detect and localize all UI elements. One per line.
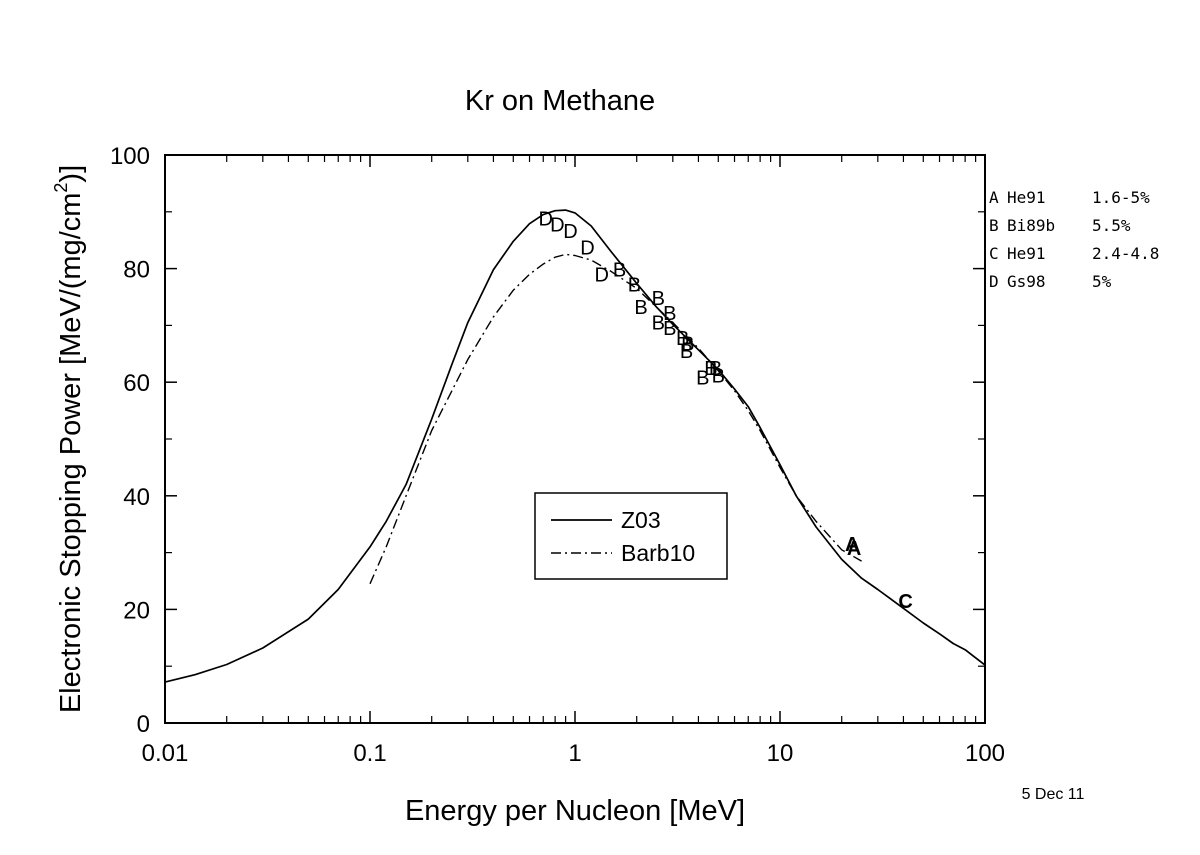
data-marker-b: B [613, 260, 626, 282]
data-marker-d: D [580, 238, 594, 260]
series-legend-box [534, 492, 728, 580]
data-marker-a: A [845, 534, 859, 556]
axis-ticks [164, 154, 986, 724]
x-tick-labels: 0.01 0.1 1 10 100 [142, 740, 1005, 767]
ref-key-c: C [989, 244, 999, 263]
y-tick-label: 40 [123, 484, 150, 511]
data-marker-b: B [663, 318, 676, 340]
y-tick-label: 0 [137, 711, 150, 738]
ref-key-b: B [989, 216, 999, 235]
data-marker-d: D [550, 214, 564, 236]
ref-key-d: D [989, 272, 999, 291]
x-tick-label: 1 [568, 740, 581, 767]
y-axis-label-main: Electronic Stopping Power [MeV/(mg/cm [55, 193, 87, 714]
data-marker-b: B [634, 297, 647, 319]
ref-key-a: A [989, 188, 999, 207]
x-tick-label: 100 [965, 740, 1005, 767]
y-tick-labels: 0 20 40 60 80 100 [110, 143, 150, 738]
data-marker-a: A [847, 538, 861, 560]
x-axis-label: Energy per Nucleon [MeV] [405, 795, 745, 827]
ref-source-d: Gs98 [1007, 272, 1046, 291]
data-marker-d: D [563, 221, 577, 243]
data-marker-b: B [681, 334, 694, 356]
data-marker-b: B [712, 365, 725, 387]
data-marker-b: B [696, 368, 709, 390]
legend-label-barb10: Barb10 [621, 540, 695, 566]
data-marker-b: B [663, 303, 676, 325]
data-marker-b: B [680, 341, 693, 363]
ref-row-a: A He91 1.6-5% [989, 188, 1150, 207]
date-stamp: 5 Dec 11 [1022, 786, 1085, 803]
data-marker-b: B [676, 328, 689, 350]
data-marker-b: B [628, 275, 641, 297]
chart-title: Kr on Methane [465, 85, 655, 117]
y-axis-label-end: )] [55, 165, 87, 183]
series-layer [164, 209, 986, 683]
reference-legend: A He91 1.6-5% B Bi89b 5.5% C He91 2.4-4.8 D Gs9… [989, 188, 1159, 291]
data-marker-b: B [652, 313, 665, 335]
series-legend: Z03 Barb10 [534, 492, 728, 580]
ref-error-b: 5.5% [1092, 216, 1131, 235]
data-marker-c: C [898, 591, 912, 613]
data-marker-b: B [709, 358, 722, 380]
y-tick-label: 100 [110, 143, 150, 170]
y-axis-label-sup: 2 [51, 183, 71, 193]
x-tick-label: 0.1 [353, 740, 386, 767]
ref-source-a: He91 [1007, 188, 1046, 207]
y-tick-label: 60 [123, 370, 150, 397]
data-marker-b: B [704, 358, 717, 380]
data-marker-b: B [652, 288, 665, 310]
ref-source-c: He91 [1007, 244, 1046, 263]
data-marker-d: D [594, 264, 608, 286]
ref-error-d: 5% [1092, 272, 1112, 291]
x-tick-label: 10 [767, 740, 794, 767]
ref-source-b: Bi89b [1007, 216, 1055, 235]
data-marker-d: D [539, 209, 553, 231]
series-line-z03 [164, 209, 986, 683]
x-tick-label: 0.01 [142, 740, 189, 767]
ref-row-b: B Bi89b 5.5% [989, 216, 1131, 235]
ref-row-d: D Gs98 5% [989, 272, 1112, 291]
y-tick-label: 20 [123, 597, 150, 624]
y-tick-label: 80 [123, 257, 150, 284]
y-axis-label: Electronic Stopping Power [MeV/(mg/cm2)] [51, 165, 87, 713]
ref-row-c: C He91 2.4-4.8 [989, 244, 1159, 263]
legend-label-z03: Z03 [621, 507, 661, 533]
ref-error-c: 2.4-4.8 [1092, 244, 1159, 263]
ref-error-a: 1.6-5% [1092, 188, 1150, 207]
